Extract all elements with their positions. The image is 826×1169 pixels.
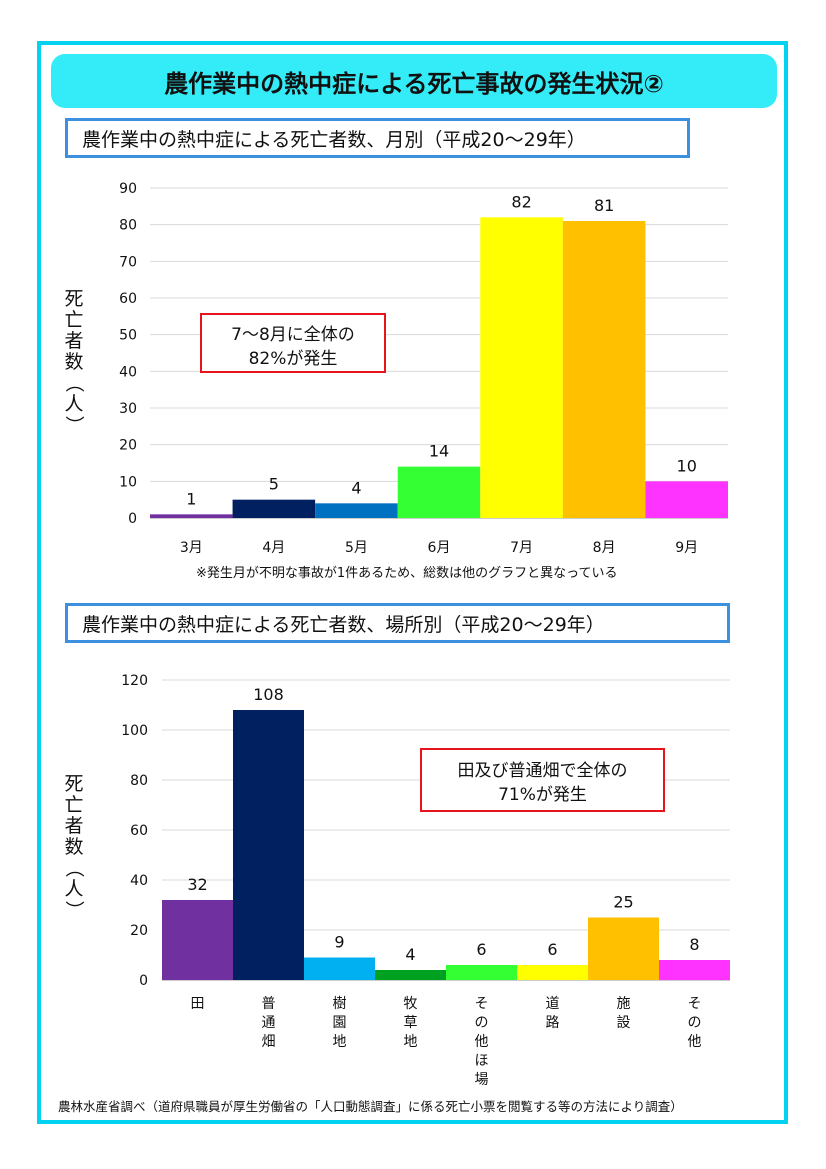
chart2-data-label-3: 4 [405,945,415,964]
chart2-bar-3 [375,970,446,980]
chart2-data-label-5: 6 [547,940,557,959]
chart1-category-label-6: 9月 [675,540,698,556]
chart2-ytick-2: 40 [130,873,148,889]
chart1-category-label-5: 8月 [593,540,616,556]
chart2-bar-4 [446,965,517,980]
chart2-data-label-6: 25 [613,893,633,912]
chart1-bar-3 [397,466,481,518]
chart1-ytick-9: 90 [119,181,137,197]
chart2-bar-0 [162,900,233,980]
month-footnote: ※発生月が不明な事故が1件あるため、総数は他のグラフと異なっている [196,566,618,581]
chart2-data-label-2: 9 [334,933,344,952]
chart1-data-label-4: 82 [511,192,531,211]
chart1-ytick-0: 0 [128,511,137,527]
chart2-ytick-5: 100 [121,723,148,739]
chart2-data-label-0: 32 [187,875,207,894]
chart2-ytick-0: 0 [139,973,148,989]
chart1-ytick-4: 40 [119,364,137,380]
chart1-data-label-5: 81 [594,196,614,215]
place-section-title: 農作業中の熱中症による死亡者数、場所別（平成20〜29年） [65,603,730,643]
chart2-bar-7 [659,960,730,980]
month-callout-line1: 7〜8月に全体の [231,325,355,345]
chart1-ytick-6: 60 [119,291,137,307]
chart2-bar-2 [304,957,375,980]
chart2-category-label-2: 樹園地 [333,996,347,1050]
chart1-bar-4 [480,217,563,519]
chart2-ylabel-char: 死 [64,773,83,795]
chart2-category-label-6: 施設 [617,996,631,1031]
chart2-data-label-7: 8 [689,935,699,954]
month-section-title: 農作業中の熱中症による死亡者数、月別（平成20〜29年） [65,118,690,158]
place-callout-line1: 田及び普通畑で全体の [457,761,628,781]
chart1-data-label-0: 1 [186,489,196,508]
chart2-category-label-7: その他 [688,996,702,1050]
chart2-category-label-1: 普通畑 [262,996,276,1050]
chart1-category-label-1: 4月 [262,540,285,556]
chart1-bar-5 [562,221,646,518]
chart1-ylabel-char: 死 [64,288,83,310]
chart1-ylabel-char: ） [63,415,85,434]
chart2-ylabel-char: 者 [64,815,83,837]
chart2-category-label-3: 牧草地 [404,996,418,1050]
chart1-data-label-2: 4 [351,478,361,497]
chart1-ytick-3: 30 [119,401,137,417]
chart1-ylabel-char: 人 [64,393,83,415]
chart2-category-label-0: 田 [191,996,205,1012]
chart2-bar-5 [517,965,588,980]
chart1-ylabel-char: 数 [64,351,83,373]
chart1-bar-0 [150,514,233,518]
chart2-ylabel-char: （ [63,858,85,877]
chart1-bar-6 [645,481,728,518]
chart1-category-label-0: 3月 [180,540,203,556]
chart2-data-label-1: 108 [253,685,284,704]
chart1-bar-2 [315,503,398,518]
chart2-bar-6 [588,917,659,980]
chart1-ylabel-char: 者 [64,330,83,352]
chart2-category-label-5: 道路 [546,996,560,1031]
chart2-bar-1 [233,710,304,980]
chart2-ylabel-char: 人 [64,878,83,900]
page-title: 農作業中の熱中症による死亡事故の発生状況② [51,54,777,108]
chart1-ylabel-char: 亡 [64,309,83,331]
place-callout: 田及び普通畑で全体の 71%が発生 [420,748,665,812]
chart1-category-label-3: 6月 [428,540,451,556]
chart2-ytick-1: 20 [130,923,148,939]
chart2-data-label-4: 6 [476,940,486,959]
chart2-ylabel-char: 亡 [64,794,83,816]
chart1-data-label-6: 10 [677,456,697,475]
chart2-ytick-4: 80 [130,773,148,789]
chart1-bar-1 [232,499,316,518]
chart2-ylabel-char: ） [63,900,85,919]
chart1-ytick-1: 10 [119,474,137,490]
month-callout: 7〜8月に全体の 82%が発生 [200,313,386,373]
chart1-ytick-7: 70 [119,254,137,270]
place-callout-line2: 71%が発生 [498,785,587,805]
chart1-ytick-5: 50 [119,328,137,344]
chart1-category-label-4: 7月 [510,540,533,556]
chart2-ytick-3: 60 [130,823,148,839]
chart1-ytick-8: 80 [119,218,137,234]
chart1-data-label-3: 14 [429,442,449,461]
chart1-category-label-2: 5月 [345,540,368,556]
chart1-ytick-2: 20 [119,438,137,454]
chart2-category-label-4: その他ほ場 [475,996,489,1088]
chart2-ylabel-char: 数 [64,836,83,858]
month-callout-line2: 82%が発生 [248,349,338,369]
chart2-ytick-6: 120 [121,673,148,689]
source-note: 農林水産省調べ（道府県職員が厚生労働省の「人口動態調査」に係る死亡小票を閲覧する… [58,1099,683,1114]
chart1-ylabel-char: （ [63,373,85,392]
chart1-data-label-1: 5 [269,475,279,494]
